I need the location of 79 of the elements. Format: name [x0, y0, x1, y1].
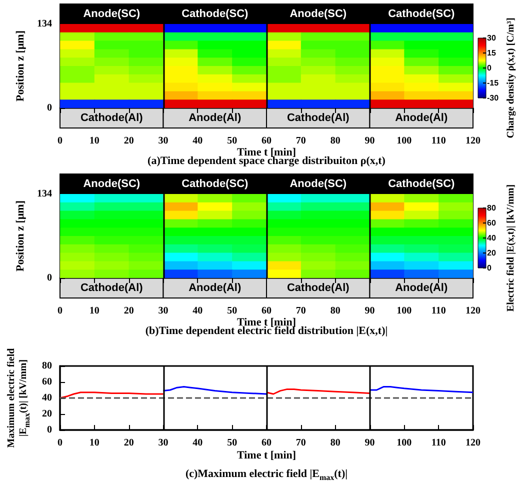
- text: Cathode(SC): [388, 178, 456, 190]
- x-tick-label: 90: [364, 306, 375, 316]
- color-bar-label: 20: [487, 248, 496, 258]
- text: Anode(SC): [83, 8, 140, 20]
- text: Cathode(Al): [286, 112, 350, 124]
- color-bar-label: 40: [487, 234, 496, 242]
- color-bar-label: 0: [487, 264, 492, 272]
- x-tick-label: 20: [124, 438, 134, 448]
- x-tick-label: 120: [466, 438, 480, 448]
- y-tick-label: 0: [47, 272, 52, 284]
- text: Cathode(Al): [286, 282, 350, 294]
- x-tick-label: 80: [330, 136, 340, 146]
- color-bar-title: Charge density ρ(x,t) [C/m³]: [506, 18, 516, 138]
- y-axis-title: Position z [μm]: [14, 30, 27, 102]
- x-tick-label: 120: [466, 136, 480, 146]
- y-tick-label: 134: [37, 188, 52, 200]
- y-tick-label: 80: [42, 360, 52, 372]
- x-tick-label: 120: [466, 306, 480, 316]
- color-bar-label: -15: [487, 78, 500, 88]
- text: Anode(SC): [290, 178, 347, 190]
- color-bar-label: 15: [487, 48, 496, 58]
- color-bar-label: 60: [487, 218, 496, 228]
- x-tick-label: 40: [192, 306, 203, 316]
- color-bar-label: 0: [487, 64, 492, 72]
- text: Cathode(SC): [388, 8, 456, 20]
- text: Anode(SC): [83, 178, 140, 190]
- text: Anode(Al): [188, 112, 242, 124]
- x-tick-label: 100: [396, 306, 412, 316]
- text: Anode(Al): [395, 112, 448, 124]
- x-tick-label: 60: [262, 306, 272, 316]
- y-tick-label: 40: [42, 392, 52, 404]
- color-bar-label: -30: [487, 94, 500, 102]
- x-tick-label: 60: [262, 438, 272, 448]
- x-tick-label: 0: [58, 136, 62, 146]
- x-tick-label: 0: [58, 438, 62, 448]
- x-tick-label: 50: [227, 306, 238, 316]
- x-tick-label: 90: [364, 136, 375, 146]
- x-tick-label: 60: [262, 136, 272, 146]
- x-tick-label: 50: [227, 136, 238, 146]
- x-tick-label: 80: [330, 438, 340, 448]
- text: Cathode(Al): [80, 282, 144, 294]
- x-tick-label: 70: [296, 136, 306, 146]
- x-tick-label: 90: [364, 438, 375, 448]
- x-tick-label: 30: [158, 306, 168, 316]
- x-tick-label: 100: [396, 136, 412, 146]
- x-tick-label: 30: [158, 136, 168, 146]
- y-tick-label: 134: [37, 18, 52, 30]
- text: Cathode(SC): [182, 178, 249, 190]
- x-tick-label: 0: [58, 306, 62, 316]
- y-tick-label: 0: [47, 424, 52, 436]
- x-tick-label: 110: [431, 136, 446, 146]
- x-tick-label: 100: [396, 438, 412, 448]
- x-tick-label: 110: [431, 438, 446, 448]
- y-tick-label: 0: [47, 102, 52, 114]
- x-tick-label: 40: [192, 438, 203, 448]
- x-axis-title: Time t [min]: [236, 450, 296, 462]
- x-tick-label: 50: [227, 438, 238, 448]
- text: Cathode(SC): [182, 8, 249, 20]
- x-tick-label: 10: [89, 136, 100, 146]
- x-tick-label: 20: [124, 306, 134, 316]
- x-tick-label: 80: [330, 306, 340, 316]
- y-tick-label: 60: [42, 376, 52, 388]
- text: Cathode(Al): [80, 112, 144, 124]
- x-tick-label: 30: [158, 438, 168, 448]
- text: Anode(SC): [290, 8, 347, 20]
- x-tick-label: 20: [124, 136, 134, 146]
- x-tick-label: 40: [192, 136, 203, 146]
- x-tick-label: 10: [89, 438, 100, 448]
- x-tick-label: 10: [89, 306, 100, 316]
- text: Anode(Al): [395, 282, 448, 294]
- y-tick-label: 20: [42, 408, 52, 420]
- color-bar-label: 80: [487, 204, 496, 212]
- x-tick-label: 70: [296, 306, 306, 316]
- color-bar-label: 30: [487, 34, 496, 42]
- color-bar-title: Electric field |E(x,t)| [kV/mm]: [506, 184, 516, 312]
- y-axis-title: Position z [μm]: [14, 200, 27, 272]
- x-tick-label: 70: [296, 438, 306, 448]
- x-tick-label: 110: [431, 306, 446, 316]
- text: Anode(Al): [188, 282, 242, 294]
